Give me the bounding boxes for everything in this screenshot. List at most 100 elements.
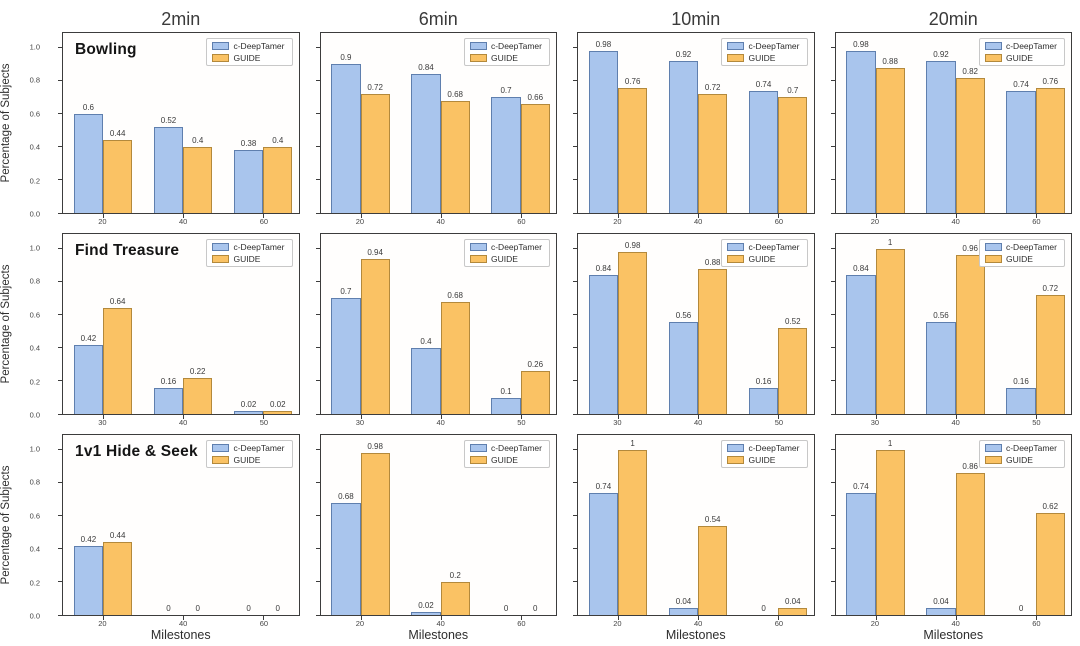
legend-entry-guide: GUIDE	[727, 254, 799, 264]
bar-guide	[360, 453, 390, 615]
chart-row-1v1-hide-seek: Percentage of Subjects 0.0 0.2 0.4 0.6 0.8 1.0…	[0, 434, 1080, 642]
bar-group-20: 0.6 0.44	[71, 33, 135, 213]
bar-value-label: 0.68	[447, 89, 463, 99]
x-tick-mark	[1035, 616, 1037, 620]
chart-panel-find-treasure-20min: 0.84 1 0.56 0.96 0.16 0.72 c-DeepTamer GUIDE 30 4…	[830, 233, 1072, 434]
y-tick-mark	[58, 179, 62, 181]
bar-c-deeptamer	[233, 410, 264, 414]
legend-entry-guide: GUIDE	[984, 53, 1057, 63]
y-tick-mark	[573, 449, 577, 451]
bar-group-40: 0.04 0.54	[666, 435, 730, 615]
bar-value-label: 0.74	[1013, 79, 1029, 89]
legend-label: GUIDE	[233, 253, 261, 264]
bar-value-label: 0.66	[527, 93, 544, 103]
legend-entry-guide: GUIDE	[212, 52, 284, 63]
y-tick-mark	[573, 113, 577, 115]
bar-guide	[955, 255, 985, 414]
y-tick-mark	[315, 47, 320, 49]
bar-value-label: 0.92	[933, 50, 949, 60]
x-tick-label: 40	[178, 619, 188, 628]
bar-group-50: 0.02 0.02	[231, 234, 295, 414]
x-tick-mark	[618, 616, 620, 620]
bar-guide	[698, 268, 728, 414]
legend-label: c-DeepTamer	[490, 443, 542, 453]
bar-group-20: 0.74 1	[586, 435, 650, 615]
legend-entry-c-deeptamer: c-DeepTamer	[984, 42, 1057, 51]
bar-group-60: 0.7 0.66	[489, 33, 553, 213]
bar-value-label: 0.4	[192, 135, 204, 145]
bar-group-40: 0.56 0.96	[924, 234, 988, 414]
bar-value-label: 0.84	[853, 264, 869, 274]
bar-group-20: 0.74 1	[844, 435, 908, 615]
y-tick-mark	[573, 179, 577, 181]
bar-column-c-deeptamer: 0.02	[233, 234, 264, 414]
y-tick-mark	[315, 548, 320, 550]
x-tick-label: 20	[355, 619, 365, 628]
bar-value-label: 0.04	[933, 597, 949, 607]
y-tick-mark	[315, 314, 320, 316]
bar-value-label: 0.92	[675, 50, 692, 60]
bar-column-guide: 0.4	[183, 33, 213, 213]
x-tick-mark	[263, 415, 265, 419]
x-tick-mark	[955, 616, 957, 620]
plot-area: 0.68 0.98 0.02 0.2 0 0 c-DeepTamer GUIDE	[315, 434, 557, 620]
x-tick-mark	[263, 616, 265, 620]
y-tick-mark	[315, 413, 320, 415]
legend-swatch-c-deeptamer	[212, 444, 230, 453]
y-tick-mark	[573, 347, 577, 349]
chart-row-find-treasure: Percentage of Subjects 0.0 0.2 0.4 0.6 0.8 1.0…	[0, 233, 1080, 434]
x-tick-mark	[440, 214, 442, 218]
legend-label: c-DeepTamer	[748, 443, 800, 453]
legend-swatch-c-deeptamer	[727, 444, 745, 453]
y-axis-label: Percentage of Subjects	[0, 264, 12, 384]
bar-c-deeptamer	[153, 127, 184, 213]
bar-guide	[1035, 295, 1065, 414]
bar-group-40: 0.16 0.22	[151, 234, 215, 414]
y-tick-label: 0.6	[29, 511, 40, 521]
y-tick-mark	[830, 380, 835, 382]
bar-group-20: 0.68 0.98	[329, 435, 393, 615]
bar-value-label: 0.44	[109, 129, 126, 139]
legend-entry-c-deeptamer: c-DeepTamer	[212, 243, 285, 252]
bar-value-label: 0.38	[240, 139, 257, 149]
legend-label: GUIDE	[233, 454, 261, 465]
bar-value-label: 0.96	[962, 244, 978, 254]
bar-column-guide: 0.54	[698, 435, 728, 615]
bar-column-guide: 0.66	[520, 33, 550, 213]
bar-guide	[520, 371, 550, 414]
bar-value-label: 0.52	[160, 116, 177, 126]
y-tick-mark	[573, 314, 577, 316]
legend-swatch-guide	[727, 455, 745, 464]
chart-panel-bowling-6min: 0.9 0.72 0.84 0.68 0.7 0.66 c-DeepTamer GUIDE 20…	[315, 32, 557, 233]
plot-area: 0.9 0.72 0.84 0.68 0.7 0.66 c-DeepTamer GUIDE	[315, 32, 557, 218]
bar-guide	[103, 308, 133, 414]
bar-value-label: 0	[275, 604, 280, 613]
bar-value-label: 0	[761, 604, 766, 613]
bar-column-guide: 0	[521, 435, 550, 615]
y-tick-mark	[315, 113, 320, 115]
bar-group-50: 0.16 0.52	[746, 234, 810, 414]
bar-column-guide: 0.26	[520, 234, 550, 414]
bar-column-guide: 0.94	[360, 234, 390, 414]
plot-area: 0.74 1 0.04 0.86 0 0.62 c-DeepTamer GUIDE	[830, 434, 1072, 620]
bar-column-guide: 0.86	[955, 435, 985, 615]
bar-column-guide: 0.72	[698, 33, 728, 213]
bar-column-c-deeptamer: 0.9	[331, 33, 361, 213]
bar-column-c-deeptamer: 0.52	[153, 33, 184, 213]
bar-guide	[778, 97, 808, 213]
legend-label: GUIDE	[233, 52, 261, 63]
y-tick-label: 0.6	[29, 109, 40, 119]
bar-c-deeptamer	[411, 74, 441, 213]
bar-guide	[875, 67, 905, 213]
bar-value-label: 0.04	[675, 597, 692, 607]
y-tick-mark	[58, 347, 62, 349]
bar-column-c-deeptamer: 0.68	[331, 435, 361, 615]
bar-column-c-deeptamer: 0.6	[73, 33, 104, 213]
column-title-10min: 10min	[671, 9, 721, 29]
x-axis-strip: 20 40 60	[577, 214, 815, 233]
column-title-2min: 2min	[161, 9, 201, 29]
x-tick-label: 50	[517, 418, 526, 427]
bar-c-deeptamer	[331, 298, 361, 414]
x-tick-mark	[955, 415, 957, 419]
